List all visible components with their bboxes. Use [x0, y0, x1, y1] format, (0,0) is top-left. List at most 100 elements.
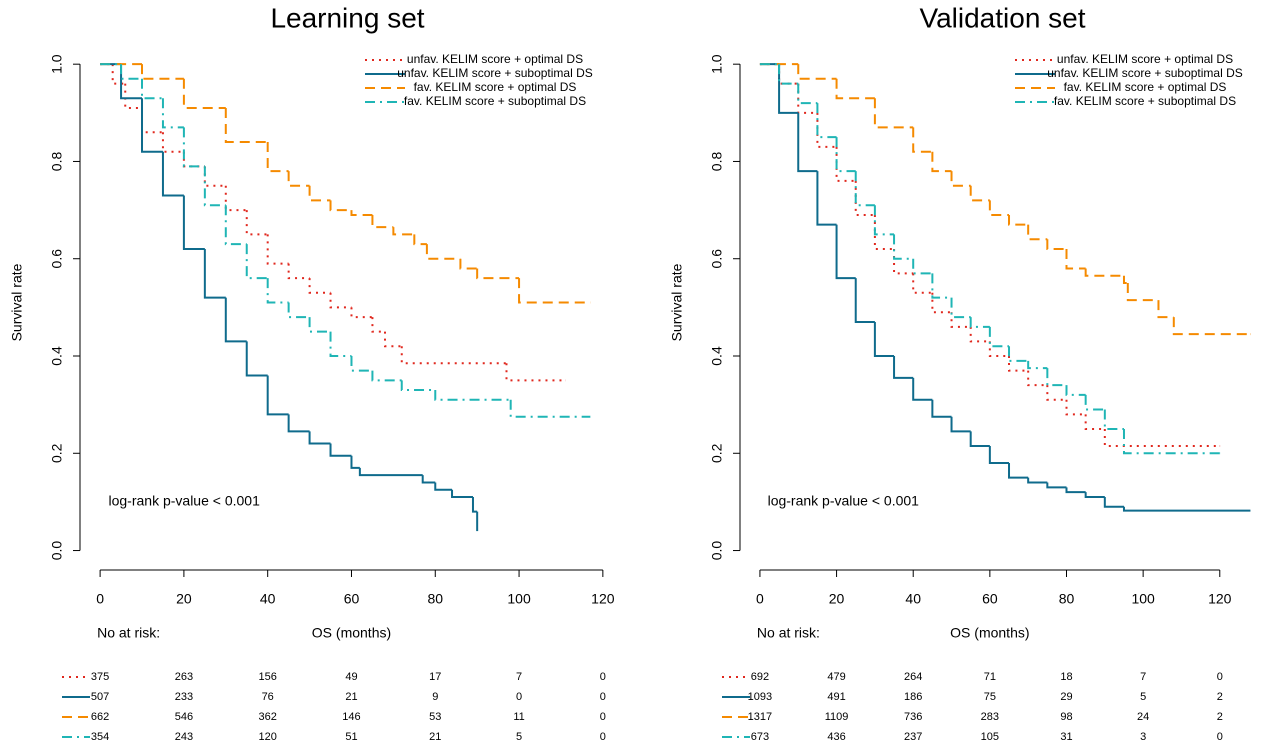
survival-step [969, 431, 990, 447]
legend-label: unfav. KELIM score + suboptimal DS [397, 66, 593, 80]
risk-count: 491 [827, 691, 845, 703]
survival-step [392, 227, 415, 236]
survival-step [797, 83, 818, 105]
survival-step [988, 341, 1010, 357]
survival-step [1027, 360, 1048, 370]
survival-step [931, 292, 952, 314]
survival-step [988, 326, 1010, 348]
legend-label: fav. KELIM score + optimal DS [414, 80, 577, 94]
risk-count: 263 [175, 671, 193, 683]
x-tick-label: 40 [905, 591, 921, 607]
survival-step [1046, 482, 1067, 489]
risk-count: 283 [981, 711, 999, 723]
risk-count: 479 [827, 671, 845, 683]
risk-count: 120 [259, 731, 277, 743]
survival-step [816, 171, 837, 226]
survival-step [797, 64, 837, 80]
risk-count: 31 [1060, 731, 1072, 743]
survival-step [266, 234, 289, 265]
risk-count: 736 [904, 711, 922, 723]
survival-step [969, 185, 990, 202]
risk-count: 0 [516, 691, 522, 703]
risk-count: 507 [91, 691, 109, 703]
survival-step [912, 377, 933, 401]
survival-step [893, 356, 914, 379]
survival-step [245, 341, 268, 377]
survival-step [1126, 283, 1159, 302]
survival-step [287, 263, 310, 280]
survival-step [471, 497, 478, 513]
survival-step [1008, 214, 1029, 226]
survival-step [350, 356, 373, 372]
survival-step [182, 127, 205, 168]
risk-count: 186 [904, 691, 922, 703]
survival-step [931, 399, 952, 418]
survival-step [816, 112, 837, 148]
survival-step [203, 249, 226, 299]
y-tick-label: 0.4 [709, 346, 725, 366]
risk-count: 546 [175, 711, 193, 723]
x-tick-label: 40 [260, 591, 276, 607]
x-tick-label: 0 [96, 591, 104, 607]
y-tick-label: 0.0 [709, 541, 725, 561]
survival-step [124, 83, 143, 109]
survival-step [224, 297, 247, 343]
survival-step [141, 64, 184, 80]
y-tick-label: 0.8 [49, 152, 65, 172]
survival-step [141, 98, 163, 153]
survival-step [854, 180, 875, 216]
risk-count: 7 [516, 671, 522, 683]
y-tick-label: 0.4 [49, 346, 65, 366]
risk-count: 2 [1217, 691, 1223, 703]
risk-count: 264 [904, 671, 922, 683]
survival-step [873, 321, 895, 357]
survival-step [969, 326, 990, 343]
survival-step [778, 64, 799, 85]
survival-step [224, 107, 268, 143]
risk-count: 243 [175, 731, 193, 743]
risk-count: 18 [1060, 671, 1072, 683]
survival-step [182, 195, 205, 250]
risk-count: 7 [1140, 671, 1146, 683]
survival-step [400, 346, 507, 365]
survival-step [1122, 506, 1251, 512]
legend-label: fav. KELIM score + optimal DS [1064, 80, 1227, 94]
risk-count: 21 [429, 731, 441, 743]
survival-step [1027, 477, 1048, 484]
survival-step [835, 137, 856, 173]
survival-step [854, 171, 875, 207]
annotation: log-rank p-value < 0.001 [108, 493, 260, 509]
survival-step [1084, 492, 1105, 499]
risk-count: 1109 [825, 711, 849, 723]
legend-label: unfav. KELIM score + optimal DS [1057, 52, 1233, 66]
risk-count: 9 [432, 691, 438, 703]
survival-step [245, 244, 268, 280]
survival-step [1008, 463, 1029, 479]
risk-count: 354 [91, 731, 109, 743]
x-tick-label: 20 [176, 591, 192, 607]
survival-step [1046, 368, 1067, 387]
survival-step [1103, 409, 1124, 430]
x-tick-label: 120 [1208, 591, 1232, 607]
survival-step [854, 278, 875, 323]
risk-count: 436 [827, 731, 845, 743]
survival-step [329, 331, 352, 357]
survival-step [912, 273, 933, 294]
survival-step [873, 205, 895, 236]
survival-step [287, 414, 310, 433]
survival-step [308, 278, 331, 294]
survival-step [969, 317, 990, 328]
risk-count: 76 [262, 691, 274, 703]
survival-step [434, 390, 511, 401]
risk-count: 53 [429, 711, 441, 723]
survival-step [383, 331, 402, 348]
risk-count: 75 [984, 691, 996, 703]
survival-step [308, 317, 331, 333]
risk-count: 156 [259, 671, 277, 683]
survival-step [509, 399, 591, 418]
risk-count: 98 [1060, 711, 1072, 723]
survival-step [224, 185, 247, 212]
x-axis-label: OS (months) [950, 625, 1029, 641]
